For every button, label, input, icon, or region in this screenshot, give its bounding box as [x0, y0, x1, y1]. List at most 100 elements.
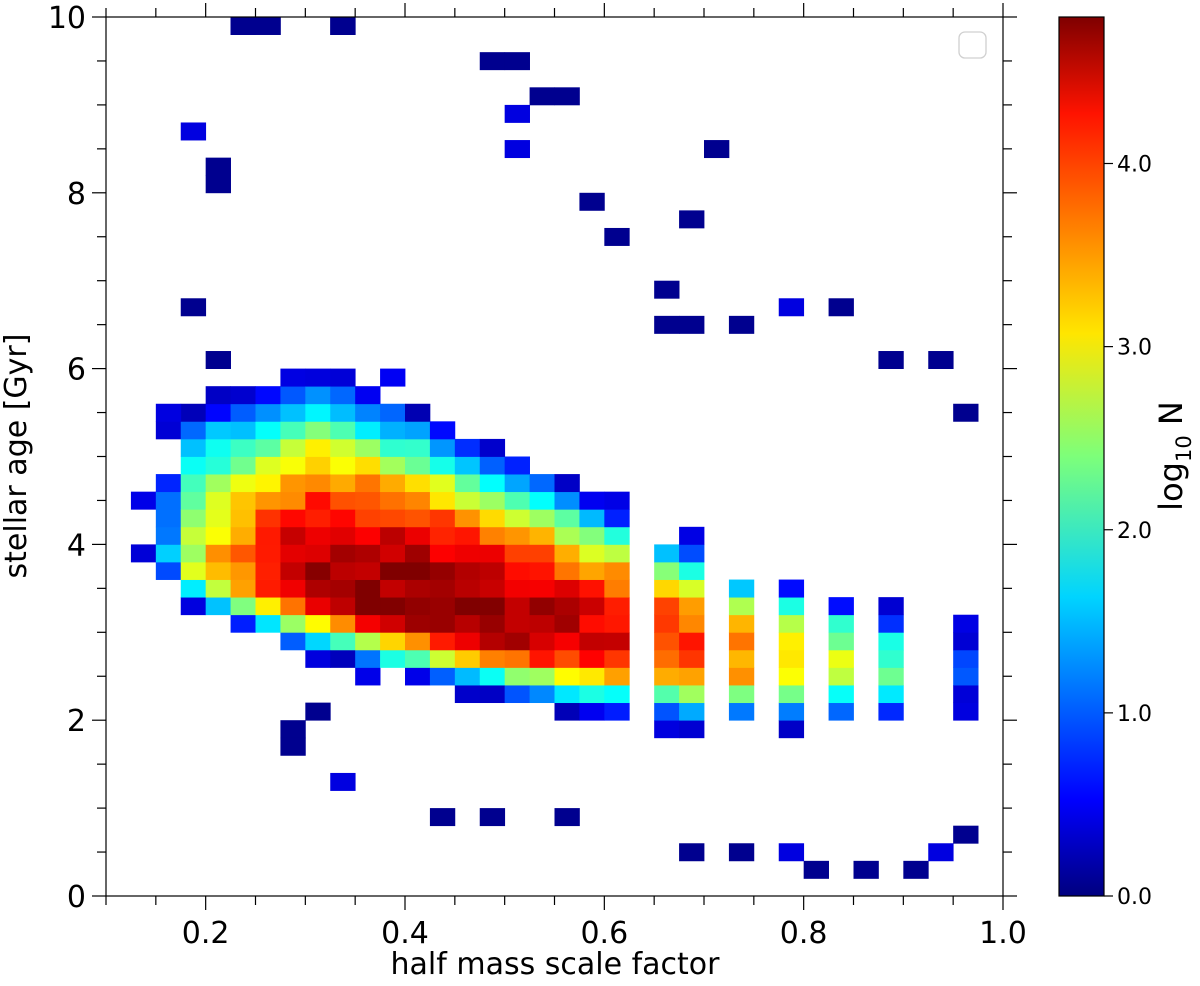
heatmap-cell-sparse: [429, 808, 456, 827]
heatmap-cell: [654, 667, 680, 686]
heatmap-cell: [305, 632, 331, 651]
heatmap-cell: [429, 509, 456, 528]
heatmap-cell: [330, 579, 356, 598]
heatmap-cell: [405, 509, 431, 528]
heatmap-cell: [504, 491, 530, 510]
heatmap-cell: [878, 667, 904, 686]
heatmap-cell: [878, 597, 904, 616]
heatmap-cell: [953, 632, 979, 651]
heatmap-cell: [504, 509, 530, 528]
heatmap-cell-sparse: [679, 843, 705, 862]
heatmap-cell-sparse: [330, 772, 356, 791]
heatmap-cell: [255, 579, 281, 598]
heatmap-cell: [405, 579, 431, 598]
heatmap-cell-sparse: [778, 843, 805, 862]
heatmap-cell: [579, 614, 605, 633]
heatmap-cell: [479, 561, 506, 580]
heatmap-cell: [479, 597, 506, 616]
heatmap-cell: [728, 614, 755, 633]
heatmap-cell: [330, 509, 356, 528]
heatmap-cell: [155, 526, 182, 545]
heatmap-cell: [330, 474, 356, 493]
heatmap-cell: [479, 579, 506, 598]
heatmap-cell: [330, 368, 356, 387]
heatmap-cell: [654, 544, 680, 563]
heatmap-cell: [405, 561, 431, 580]
heatmap-cell: [504, 544, 530, 563]
heatmap-cell: [205, 474, 231, 493]
heatmap-cell: [330, 597, 356, 616]
heatmap-cell: [554, 579, 580, 598]
heatmap-cell: [330, 526, 356, 545]
heatmap-cell: [355, 614, 381, 633]
heatmap-cell: [280, 368, 306, 387]
heatmap-cell: [828, 649, 854, 668]
heatmap-cell-sparse: [828, 298, 854, 317]
heatmap-cell: [454, 544, 481, 563]
heatmap-cell: [728, 649, 755, 668]
heatmap-cell: [180, 474, 207, 493]
heatmap-cell: [280, 386, 306, 405]
heatmap-cell: [953, 667, 979, 686]
heatmap-cell: [429, 491, 456, 510]
heatmap-cell: [554, 702, 580, 721]
heatmap-cell: [330, 561, 356, 580]
x-tick-label: 0.2: [182, 916, 230, 951]
heatmap-cells: [130, 17, 979, 879]
heatmap-cell: [305, 649, 331, 668]
heatmap-cell: [878, 632, 904, 651]
heatmap-cell: [355, 526, 381, 545]
heatmap-cell: [479, 685, 506, 704]
heatmap-cell: [778, 720, 805, 739]
heatmap-cell: [479, 544, 506, 563]
heatmap-cell: [180, 544, 207, 563]
heatmap-cell: [355, 579, 381, 598]
heatmap-cell: [380, 509, 406, 528]
heatmap-cell: [355, 632, 381, 651]
heatmap-cell: [878, 614, 904, 633]
heatmap-cell: [778, 685, 805, 704]
heatmap-cell: [180, 491, 207, 510]
heatmap-cell: [380, 438, 406, 457]
y-axis: 0 2 4 6 8 10: [48, 1, 1017, 915]
heatmap-cell: [180, 597, 207, 616]
heatmap-cell: [405, 421, 431, 440]
heatmap-cell: [479, 649, 506, 668]
heatmap-cell: [355, 386, 381, 405]
heatmap-cell: [554, 509, 580, 528]
colorbar-label-subscript: 10: [1172, 435, 1196, 462]
heatmap-cell: [554, 544, 580, 563]
heatmap-cell: [429, 649, 456, 668]
heatmap-cell: [554, 614, 580, 633]
heatmap-cell: [305, 614, 331, 633]
heatmap-cell: [305, 368, 331, 387]
heatmap-cell: [255, 403, 281, 422]
heatmap-cell: [654, 561, 680, 580]
heatmap-cell: [554, 649, 580, 668]
heatmap-cell: [579, 509, 605, 528]
heatmap-cell-sparse: [155, 403, 182, 422]
heatmap-cell: [579, 561, 605, 580]
x-tick-label: 0.6: [580, 916, 628, 951]
heatmap-cell: [554, 597, 580, 616]
heatmap-cell: [405, 649, 431, 668]
heatmap-cell: [255, 526, 281, 545]
heatmap-cell: [728, 632, 755, 651]
heatmap-cell-sparse: [479, 52, 506, 71]
heatmap-cell: [205, 421, 231, 440]
heatmap-cell-sparse: [479, 808, 506, 827]
heatmap-cell: [778, 667, 805, 686]
heatmap-cell: [405, 597, 431, 616]
heatmap-cell: [405, 667, 431, 686]
heatmap-cell: [454, 474, 481, 493]
heatmap-cell: [230, 421, 256, 440]
heatmap-cell: [380, 544, 406, 563]
heatmap-cell: [679, 632, 705, 651]
heatmap-cell: [454, 561, 481, 580]
heatmap-cell: [828, 597, 854, 616]
heatmap-cell: [828, 667, 854, 686]
heatmap-cell: [205, 526, 231, 545]
heatmap-cell: [305, 456, 331, 475]
heatmap-cell: [554, 491, 580, 510]
heatmap-cell: [504, 597, 530, 616]
